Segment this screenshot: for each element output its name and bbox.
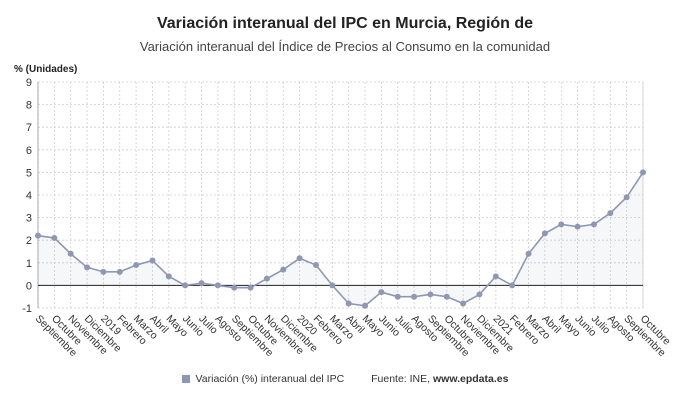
data-point <box>345 300 352 307</box>
data-point <box>165 273 172 280</box>
data-point <box>525 250 532 257</box>
y-tick-label: 4 <box>26 190 32 202</box>
data-point <box>116 268 123 275</box>
grid-lines <box>37 81 644 309</box>
legend: Variación (%) interanual del IPC Fuente:… <box>0 373 690 385</box>
data-point <box>394 293 401 300</box>
data-point <box>133 262 140 269</box>
data-point <box>51 234 58 241</box>
chart-title: Variación interanual del IPC en Murcia, … <box>156 15 534 32</box>
data-point <box>378 289 385 296</box>
source-site: www.epdata.es <box>432 373 509 385</box>
data-point <box>84 264 91 271</box>
y-tick-label: 1 <box>26 258 32 270</box>
data-point <box>214 282 221 289</box>
data-point <box>35 232 41 239</box>
data-point <box>590 221 597 228</box>
data-point <box>312 262 319 269</box>
data-point <box>460 300 467 307</box>
data-point <box>67 250 74 257</box>
data-point <box>607 210 614 217</box>
y-tick-label: 6 <box>26 145 32 157</box>
data-point <box>296 255 303 262</box>
data-point <box>198 280 205 287</box>
data-point <box>231 284 238 291</box>
source-note: Fuente: INE, www.epdata.es <box>371 373 508 385</box>
series-points <box>35 169 646 309</box>
data-point <box>541 230 548 237</box>
data-point <box>443 293 450 300</box>
data-point <box>574 223 581 230</box>
y-tick-labels: -1 0 1 2 3 4 5 6 7 8 9 <box>22 77 32 315</box>
legend-swatch <box>181 375 190 384</box>
data-point <box>492 273 499 280</box>
y-tick-label: 9 <box>26 77 32 89</box>
data-point <box>640 169 646 176</box>
y-tick-label: 3 <box>26 213 32 225</box>
data-point <box>558 221 565 228</box>
legend-series-label: Variación (%) interanual del IPC <box>195 373 345 385</box>
data-point <box>427 291 434 298</box>
data-point <box>247 284 254 291</box>
y-tick-label: 8 <box>26 100 32 112</box>
x-tick-labels: SeptiembreOctubreNoviembreDiciembre2019F… <box>33 313 673 360</box>
data-point <box>509 282 516 289</box>
data-point <box>280 266 287 273</box>
data-point <box>362 302 369 309</box>
data-point <box>411 293 418 300</box>
y-tick-label: 7 <box>26 122 32 134</box>
y-tick-label: 0 <box>26 280 32 292</box>
y-tick-label: -1 <box>22 303 32 315</box>
data-point <box>100 268 107 275</box>
data-point <box>623 194 630 201</box>
chart-subtitle: Variación interanual del Índice de Preci… <box>139 39 551 54</box>
y-tick-label: 2 <box>26 235 32 247</box>
data-point <box>263 275 270 282</box>
y-axis-label: % (Unidades) <box>14 64 78 75</box>
data-point <box>149 257 156 264</box>
data-point <box>476 291 483 298</box>
y-tick-label: 5 <box>26 167 32 179</box>
data-point <box>329 282 336 289</box>
source-label: Fuente: INE, <box>371 373 431 385</box>
data-point <box>182 282 189 289</box>
